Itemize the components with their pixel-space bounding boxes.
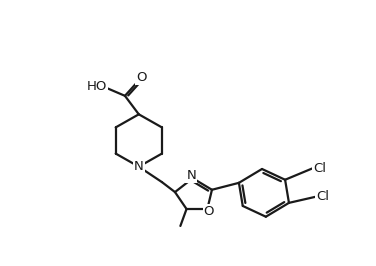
Text: O: O (136, 71, 146, 84)
Text: N: N (186, 169, 196, 182)
Text: HO: HO (86, 80, 107, 93)
Text: N: N (134, 160, 144, 173)
Text: Cl: Cl (313, 162, 326, 175)
Text: Cl: Cl (316, 190, 329, 203)
Text: O: O (204, 205, 214, 218)
